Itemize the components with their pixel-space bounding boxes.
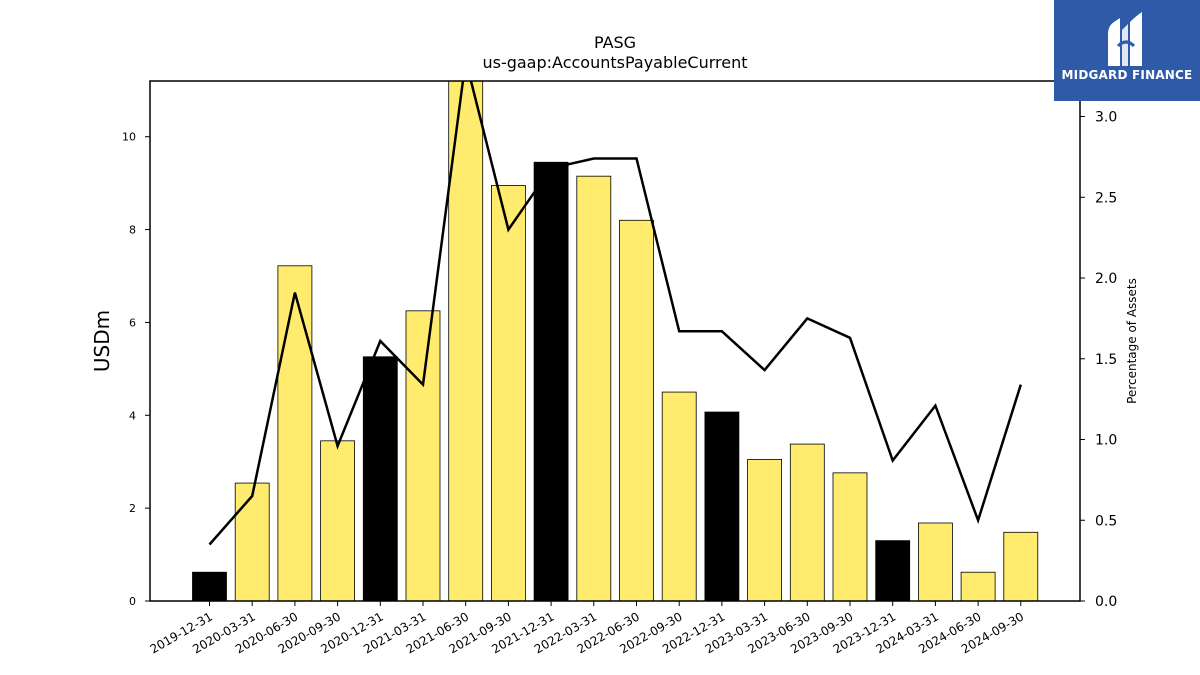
bar-2021-06-30 (448, 81, 484, 601)
logo: MIDGARD FINANCE (1054, 0, 1200, 101)
y-tick-label: 8 (129, 224, 136, 237)
chart-title: PASG (594, 33, 636, 52)
y2-tick-label: 2.0 (1095, 271, 1117, 287)
bar-group (192, 81, 1039, 601)
bar-2023-06-30 (789, 443, 825, 601)
bar-2021-03-31 (405, 310, 441, 601)
y-tick-label: 0 (129, 595, 136, 608)
bar-2023-03-31 (747, 458, 782, 601)
bar-2020-03-31 (234, 482, 270, 601)
y-axis-label: USDm (90, 310, 114, 372)
y-tick-label: 2 (129, 502, 136, 515)
percentage-line (208, 81, 1022, 546)
y2-tick-label: 0.5 (1095, 513, 1117, 529)
plot-frame (149, 80, 1081, 602)
bar-2021-09-30 (490, 185, 526, 601)
y-axis-left: 0 2 4 6 8 10 (122, 131, 150, 608)
bar-2024-09-30 (1003, 531, 1039, 601)
y2-tick-label: 3.0 (1095, 110, 1117, 126)
bar-2022-06-30 (619, 219, 654, 601)
bar-2020-12-31 (362, 356, 398, 601)
midgard-logo-icon (1108, 12, 1142, 66)
line-group (208, 81, 1022, 546)
bar-2024-06-30 (960, 571, 996, 601)
bar-2022-03-31 (576, 175, 612, 601)
bar-2020-09-30 (320, 440, 356, 601)
chart-subtitle: us-gaap:AccountsPayableCurrent (482, 53, 747, 72)
x-axis: 2019-12-312020-03-312020-06-302020-09-30… (148, 601, 1026, 656)
bar-2023-12-31 (875, 540, 911, 601)
logo-text: MIDGARD FINANCE (1061, 68, 1193, 82)
bar-2021-12-31 (533, 161, 569, 601)
y2-axis-label: Percentage of Assets (1125, 278, 1139, 404)
y-axis-right: 0.0 0.5 1.0 1.5 2.0 2.5 3.0 (1080, 110, 1117, 610)
bar-2024-03-31 (918, 522, 953, 601)
y2-tick-label: 1.0 (1095, 433, 1117, 449)
y2-tick-label: 1.5 (1095, 352, 1117, 368)
bar-2022-12-31 (704, 411, 740, 601)
bar-2020-06-30 (277, 265, 313, 601)
y2-tick-label: 2.5 (1095, 190, 1117, 206)
bar-2022-09-30 (661, 391, 697, 601)
y2-tick-label: 0.0 (1095, 594, 1117, 610)
bar-2019-12-31 (192, 571, 227, 601)
y-tick-label: 4 (129, 409, 136, 422)
y-tick-label: 10 (122, 131, 136, 144)
y-tick-label: 6 (129, 316, 136, 329)
bar-2023-09-30 (832, 472, 868, 601)
